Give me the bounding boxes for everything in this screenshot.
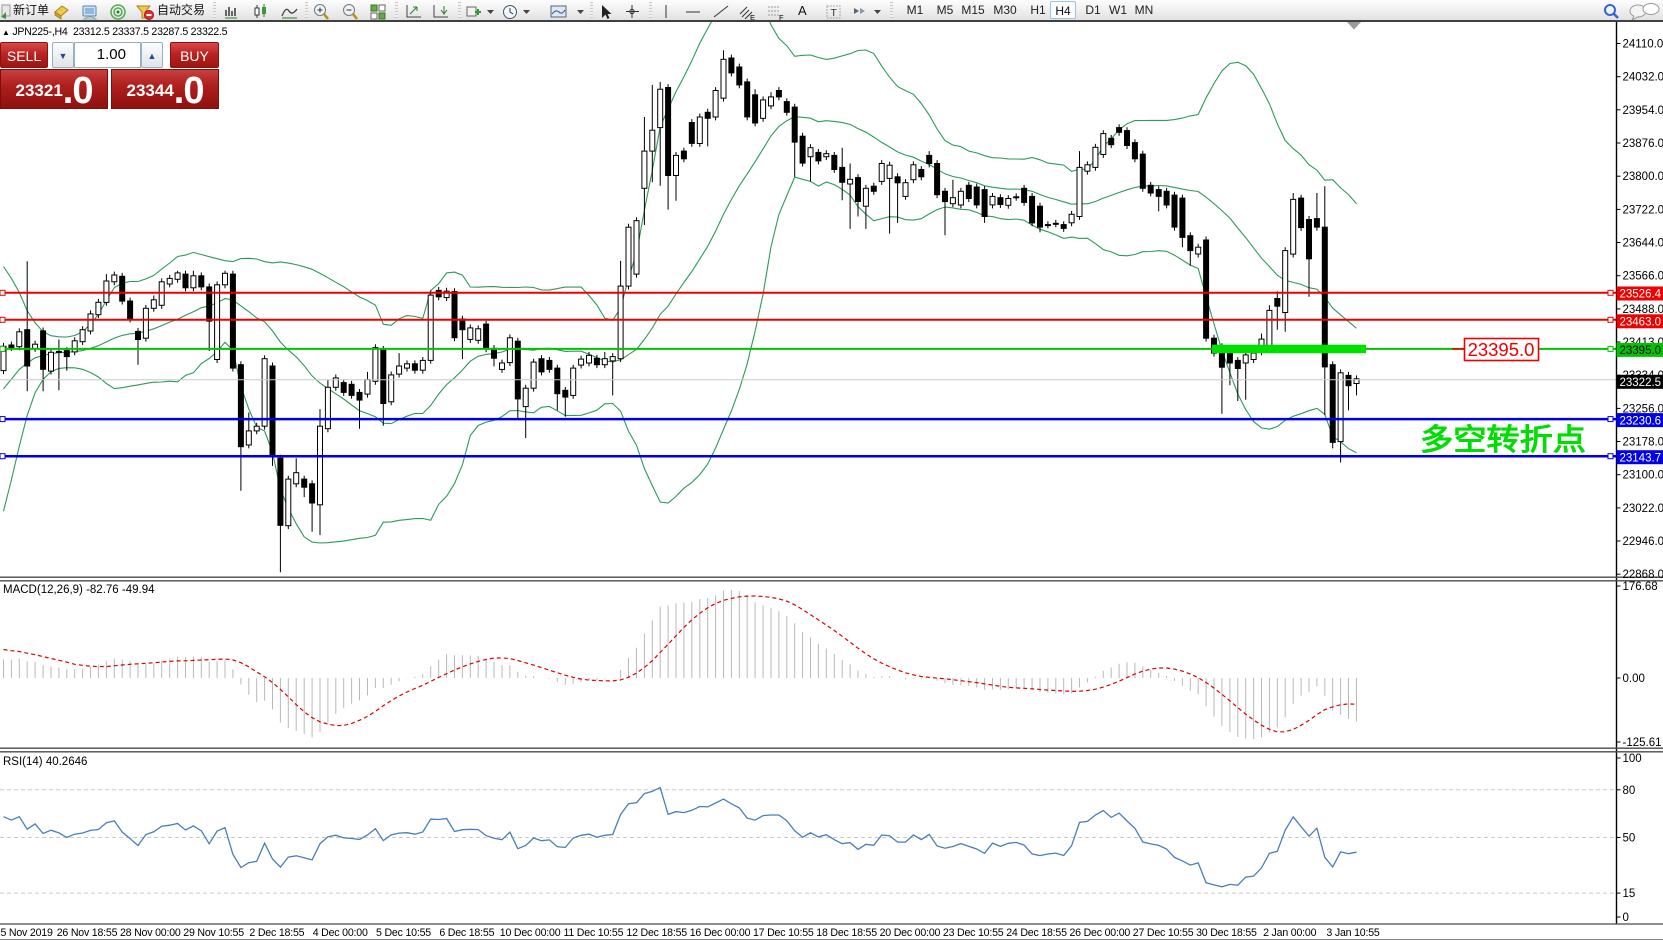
svg-text:17 Dec 10:55: 17 Dec 10:55: [753, 927, 814, 939]
svg-text:-125.61: -125.61: [1623, 737, 1662, 749]
svg-text:28 Nov 00:00: 28 Nov 00:00: [120, 927, 181, 939]
svg-text:23800.0: 23800.0: [1623, 171, 1663, 183]
svg-text:22946.0: 22946.0: [1623, 536, 1663, 548]
svg-text:6 Dec 18:55: 6 Dec 18:55: [439, 927, 494, 939]
svg-text:80: 80: [1623, 785, 1636, 797]
svg-text:23143.7: 23143.7: [1620, 452, 1662, 464]
svg-text:25 Nov 2019: 25 Nov 2019: [0, 927, 53, 939]
svg-text:F: F: [779, 13, 784, 22]
svg-text:26 Dec 00:00: 26 Dec 00:00: [1069, 927, 1130, 939]
svg-text:100: 100: [1623, 753, 1642, 765]
svg-text:18 Dec 18:55: 18 Dec 18:55: [816, 927, 877, 939]
svg-text:24110.0: 24110.0: [1623, 39, 1663, 51]
svg-text:176.68: 176.68: [1623, 581, 1658, 593]
svg-text:0: 0: [1623, 912, 1629, 924]
svg-text:5 Dec 10:55: 5 Dec 10:55: [376, 927, 431, 939]
svg-text:2 Dec 18:55: 2 Dec 18:55: [249, 927, 304, 939]
svg-text:23463.0: 23463.0: [1620, 317, 1662, 329]
svg-text:23644.0: 23644.0: [1623, 238, 1663, 250]
svg-text:23876.0: 23876.0: [1623, 138, 1663, 150]
svg-text:29 Nov 10:55: 29 Nov 10:55: [183, 927, 244, 939]
svg-text:E: E: [750, 13, 755, 22]
svg-text:3 Jan 10:55: 3 Jan 10:55: [1326, 927, 1379, 939]
svg-text:27 Dec 10:55: 27 Dec 10:55: [1133, 927, 1194, 939]
svg-text:16 Dec 00:00: 16 Dec 00:00: [690, 927, 751, 939]
svg-text:T: T: [831, 7, 838, 19]
svg-text:23526.4: 23526.4: [1620, 289, 1662, 301]
svg-text:23022.0: 23022.0: [1623, 503, 1663, 515]
svg-text:26 Nov 18:55: 26 Nov 18:55: [57, 927, 118, 939]
svg-text:30 Dec 18:55: 30 Dec 18:55: [1196, 927, 1257, 939]
svg-text:23178.0: 23178.0: [1623, 437, 1663, 449]
svg-text:RSI(14) 40.2646: RSI(14) 40.2646: [3, 756, 87, 768]
svg-text:23395.0: 23395.0: [1620, 345, 1662, 357]
svg-text:22868.0: 22868.0: [1623, 569, 1663, 581]
svg-text:4 Dec 00:00: 4 Dec 00:00: [313, 927, 368, 939]
svg-text:23230.6: 23230.6: [1620, 415, 1662, 427]
svg-text:10 Dec 00:00: 10 Dec 00:00: [500, 927, 561, 939]
svg-text:23100.0: 23100.0: [1623, 470, 1663, 482]
svg-text:2 Jan 00:00: 2 Jan 00:00: [1263, 927, 1316, 939]
svg-text:23488.0: 23488.0: [1623, 304, 1663, 316]
svg-text:MACD(12,26,9) -82.76 -49.94: MACD(12,26,9) -82.76 -49.94: [3, 584, 155, 596]
svg-text:15: 15: [1623, 888, 1636, 900]
svg-text:24032.0: 24032.0: [1623, 72, 1663, 84]
svg-text:23395.0: 23395.0: [1468, 339, 1535, 360]
svg-text:23256.0: 23256.0: [1623, 403, 1663, 415]
svg-text:23 Dec 10:55: 23 Dec 10:55: [943, 927, 1004, 939]
svg-text:23566.0: 23566.0: [1623, 271, 1663, 283]
svg-text:0.00: 0.00: [1623, 673, 1645, 685]
svg-text:23954.0: 23954.0: [1623, 105, 1663, 117]
svg-text:20 Dec 00:00: 20 Dec 00:00: [880, 927, 941, 939]
svg-text:50: 50: [1623, 833, 1636, 845]
svg-text:多空转折点: 多空转折点: [1420, 424, 1586, 457]
svg-text:24 Dec 18:55: 24 Dec 18:55: [1006, 927, 1067, 939]
svg-text:11 Dec 10:55: 11 Dec 10:55: [563, 927, 623, 939]
svg-text:12 Dec 18:55: 12 Dec 18:55: [626, 927, 687, 939]
svg-text:23322.5: 23322.5: [1620, 377, 1662, 389]
svg-text:23722.0: 23722.0: [1623, 204, 1663, 216]
